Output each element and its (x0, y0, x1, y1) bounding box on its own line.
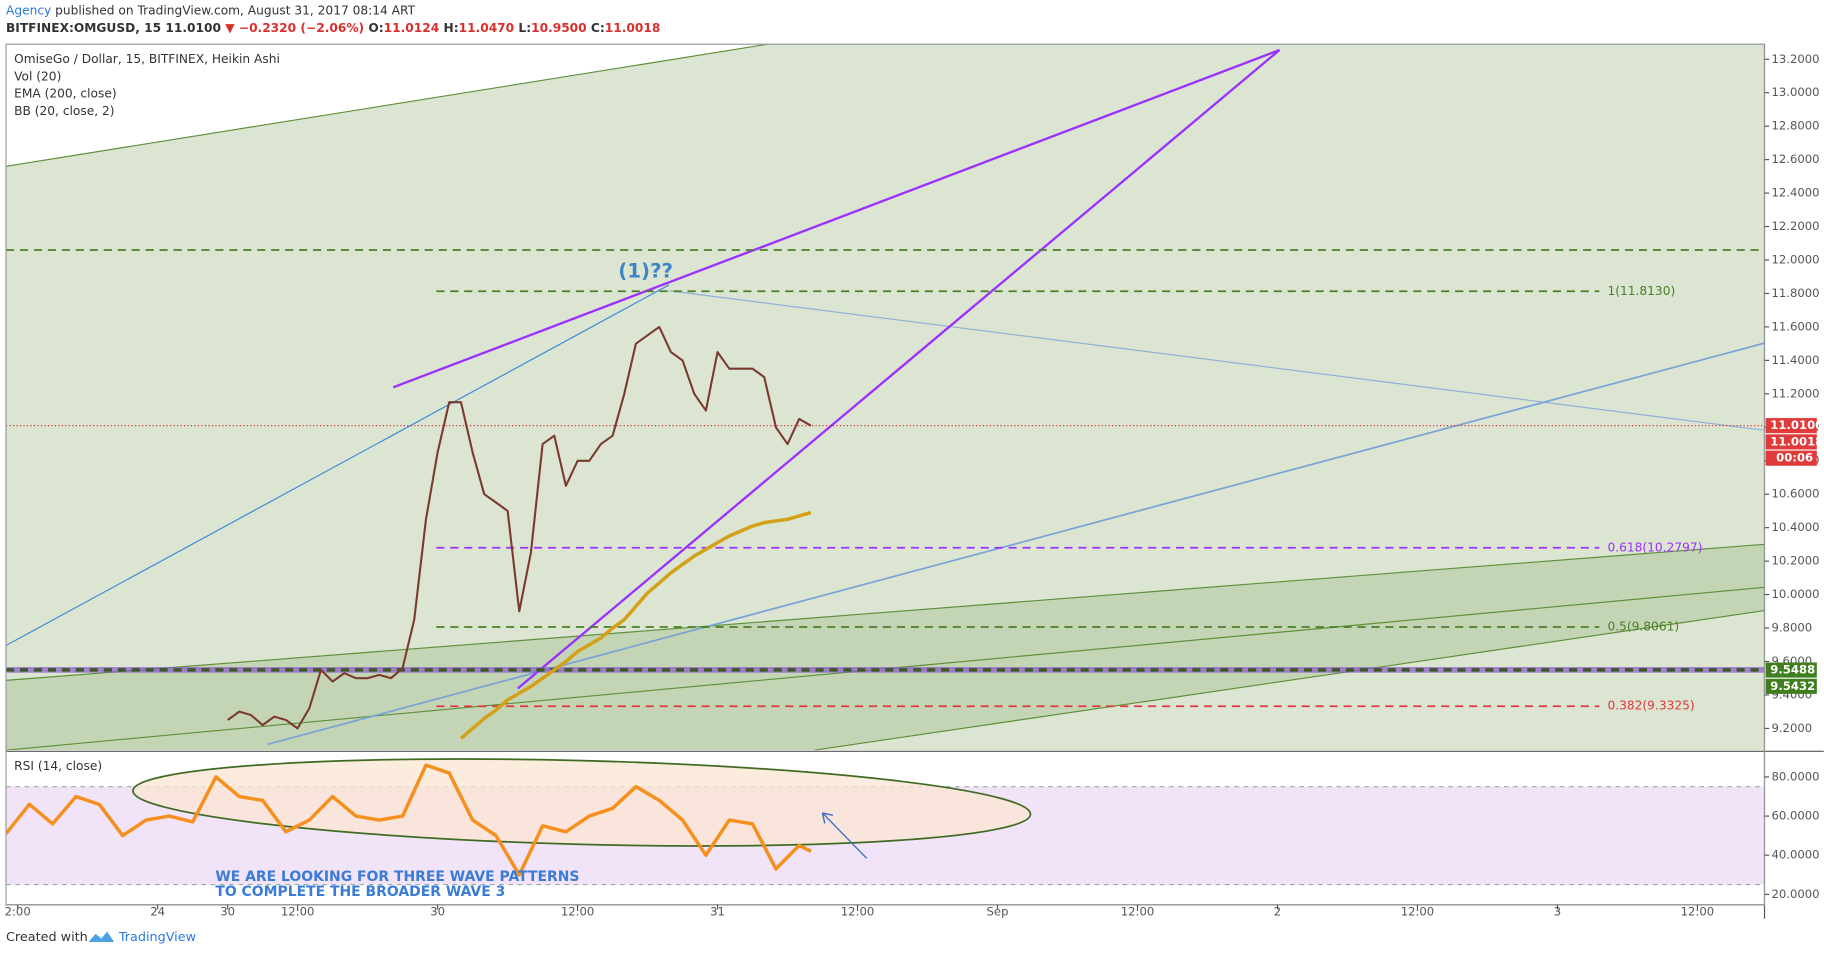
fib-label: 0.382(9.3325) (1607, 699, 1694, 713)
price-box (1765, 662, 1817, 678)
symbol-line: BITFINEX:OMGUSD, 15 11.0100 ▼ −0.2320 (−… (6, 20, 660, 34)
author[interactable]: Agency (6, 3, 51, 17)
y-tick-label: 12.0000 (1771, 252, 1819, 266)
price-box-label: 11.0100 (1770, 418, 1823, 432)
channel-fill (6, 44, 1765, 751)
channel-line (6, 44, 768, 167)
y-tick-label: 11.6000 (1771, 319, 1819, 333)
channel-line (814, 610, 1765, 751)
trend-line (668, 290, 1765, 431)
fib-label: 0.5(9.8061) (1607, 620, 1679, 634)
symbol: BITFINEX:OMGUSD, 15 (6, 20, 161, 34)
fib-label: 1(11.8130) (1607, 284, 1675, 298)
y-tick-label: 10.2000 (1771, 554, 1819, 568)
channel-line (6, 543, 1765, 681)
ohlc-key: O: (368, 20, 383, 34)
x-tick-label: 12:00 (1121, 904, 1155, 918)
highlight-ellipse (132, 758, 1032, 847)
fib-label: 0.618(10.2797) (1607, 540, 1702, 554)
indicator-label: EMA (200, close) (14, 87, 116, 101)
y-tick-label: 9.2000 (1771, 721, 1812, 735)
arrow (821, 812, 868, 859)
brand-logo (88, 931, 115, 943)
ohlc-value: 11.0124 (384, 20, 440, 34)
ohlc-key: C: (591, 20, 605, 34)
x-tick-label: 24 (150, 904, 165, 918)
x-tick-label: 2 (1274, 904, 1281, 918)
wedge-line (516, 49, 1281, 690)
x-tick-label: 12:00 (1681, 904, 1715, 918)
x-tick-label: Sep (987, 904, 1009, 918)
series-line (227, 325, 812, 730)
change: ▼ −0.2320 (−2.06%) (225, 20, 364, 34)
y-tick-label: 12.8000 (1771, 119, 1819, 133)
x-tick-label: 30 (220, 904, 235, 918)
y-tick-label: 12.2000 (1771, 219, 1819, 233)
ohlc-key: L: (518, 20, 531, 34)
price-box-label: 9.5488 (1770, 663, 1815, 677)
lower-channel-fill (6, 544, 1765, 751)
x-tick-label: 12:00 (561, 904, 595, 918)
arrow-head (821, 812, 834, 824)
y-tick-label: 12.6000 (1771, 152, 1819, 166)
countdown: 00:06 (1776, 451, 1813, 465)
frame (5, 43, 1766, 906)
indicator-label: BB (20, close, 2) (14, 104, 114, 118)
y-tick-label: 40.0000 (1771, 848, 1819, 862)
published: published on TradingView.com, August 31,… (55, 3, 415, 17)
price-pane (6, 44, 1765, 751)
countdown-box (1765, 450, 1817, 466)
y-tick-label: 13.0000 (1771, 85, 1819, 99)
note: WE ARE LOOKING FOR THREE WAVE PATTERNS (215, 869, 579, 885)
x-tick-label: 12:00 (841, 904, 875, 918)
price-box (1765, 678, 1817, 694)
y-tick-label: 10.6000 (1771, 487, 1819, 501)
price-box-label: 11.0018 (1770, 434, 1823, 448)
y-tick-label: 10.0000 (1771, 587, 1819, 601)
rsi-title: RSI (14, close) (14, 759, 102, 773)
price-box (1765, 434, 1817, 450)
y-tick-label: 12.4000 (1771, 186, 1819, 200)
x-tick-label: 30 (430, 904, 445, 918)
ohlc-value: 11.0470 (459, 20, 515, 34)
wedge-line (392, 48, 1280, 389)
x-tick-label: 31 (710, 904, 725, 918)
trend-line (267, 342, 1765, 746)
rsi-pane (6, 752, 1765, 905)
y-tick-label: 9.8000 (1771, 621, 1812, 635)
footer-created: Created with (6, 930, 88, 945)
price-box (1765, 418, 1817, 434)
y-tick-label: 80.0000 (1771, 769, 1819, 783)
x-tick-label: 3 (1554, 904, 1561, 918)
note: TO COMPLETE THE BROADER WAVE 3 (215, 884, 505, 900)
footer-brand[interactable]: TradingView (118, 930, 196, 945)
price-box-label: 9.5432 (1770, 679, 1815, 693)
y-tick-label: 11.8000 (1771, 286, 1819, 300)
series-line (6, 763, 812, 877)
y-tick-label: 11.2000 (1771, 386, 1819, 400)
y-tick-label: 10.4000 (1771, 520, 1819, 534)
chart-title: OmiseGo / Dollar, 15, BITFINEX, Heikin A… (14, 52, 280, 66)
y-tick-label: 20.0000 (1771, 887, 1819, 901)
y-tick-label: 60.0000 (1771, 809, 1819, 823)
x-tick-label: 12:00 (1401, 904, 1435, 918)
x-tick-label: 2:00 (5, 904, 31, 918)
wave-annotation: (1)?? (618, 260, 673, 283)
ohlc-value: 11.0018 (605, 20, 661, 34)
ohlc-key: H: (443, 20, 458, 34)
indicator-label: Vol (20) (14, 69, 61, 83)
y-tick-label: 11.4000 (1771, 353, 1819, 367)
trend-line (6, 284, 670, 646)
ohlc-value: 10.9500 (531, 20, 587, 34)
series-line (459, 510, 812, 740)
y-tick-label: 13.2000 (1771, 52, 1819, 66)
x-tick-label: 12:00 (281, 904, 315, 918)
last-price: 11.0100 (165, 20, 221, 34)
header-line: Agency published on TradingView.com, Aug… (6, 3, 416, 17)
